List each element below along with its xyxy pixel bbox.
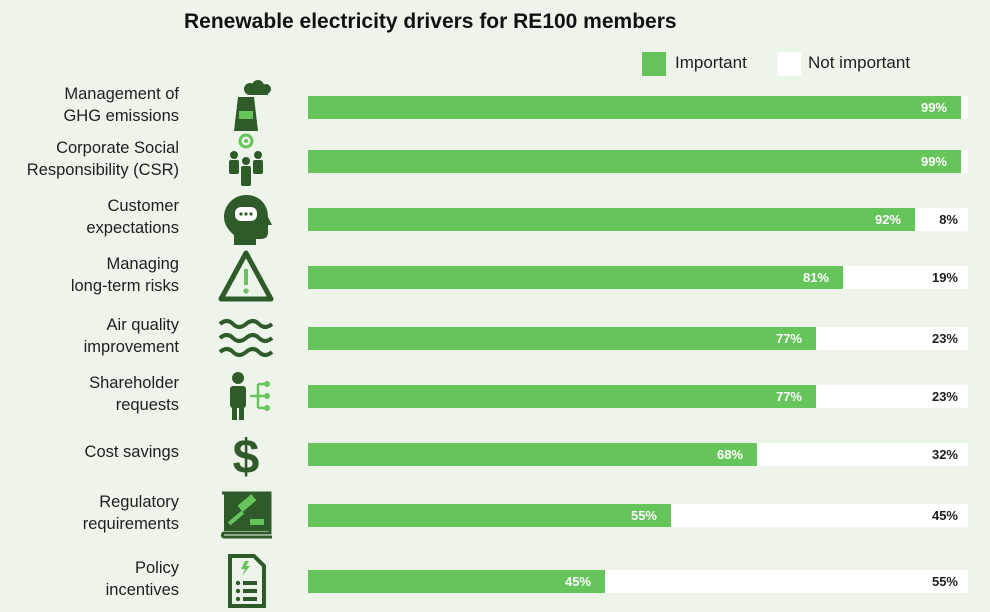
bar-important: [308, 570, 605, 593]
category-label: Managing long-term risks: [71, 253, 179, 297]
value-label-important: 77%: [775, 389, 802, 404]
category-label: Cost savings: [85, 441, 179, 463]
bar-not-important: 68% 32%: [308, 443, 968, 466]
value-label-not-important: 55%: [931, 574, 958, 589]
category-label-line: expectations: [86, 219, 179, 237]
category-label-line: Responsibility (CSR): [26, 161, 179, 179]
value-label-important: 92%: [874, 212, 901, 227]
value-label-not-important: 45%: [931, 508, 958, 523]
value-label-important: 99%: [920, 100, 947, 115]
category-label-line: improvement: [83, 338, 179, 356]
bar-important: [308, 504, 671, 527]
category-label-line: incentives: [105, 581, 179, 599]
value-label-not-important: 32%: [931, 447, 958, 462]
category-label-line: Managing: [106, 255, 179, 273]
value-label-not-important: 19%: [931, 270, 958, 285]
value-label-important: 45%: [564, 574, 591, 589]
bar-important: [308, 327, 816, 350]
factory-emissions-icon: [216, 79, 276, 135]
warning-triangle-icon: [216, 249, 276, 305]
category-label: Corporate Social Responsibility (CSR): [27, 137, 179, 181]
value-label-not-important: 8%: [939, 212, 958, 227]
category-label-line: Cost savings: [84, 443, 179, 461]
value-label-not-important: 23%: [931, 331, 958, 346]
category-label-line: Air quality: [106, 316, 179, 334]
category-label-line: requests: [115, 396, 179, 414]
bar-important: [308, 385, 816, 408]
bar-not-important: 99%: [308, 150, 968, 173]
category-label: Policy incentives: [106, 557, 179, 601]
legend-label-important: Important: [675, 53, 747, 72]
value-label-not-important: 23%: [931, 389, 958, 404]
bar-not-important: 45% 55%: [308, 570, 968, 593]
chart-title: Renewable electricity drivers for RE100 …: [184, 10, 677, 33]
dollar-sign-icon: $: [216, 426, 276, 482]
category-label-line: Shareholder: [89, 374, 179, 392]
policy-document-icon: [216, 553, 276, 609]
value-label-important: 81%: [802, 270, 829, 285]
category-label: Regulatory requirements: [83, 491, 179, 535]
legend-swatch-not-important: [777, 52, 801, 76]
svg-text:$: $: [233, 431, 260, 482]
category-label: Air quality improvement: [84, 314, 179, 358]
legend-label-not-important: Not important: [808, 53, 911, 72]
category-label-line: Policy: [134, 559, 179, 577]
chart-legend: Important Not important: [0, 50, 990, 78]
category-label-line: Customer: [107, 197, 179, 215]
head-speech-icon: [216, 191, 276, 247]
gavel-book-icon: [216, 487, 276, 543]
bar-not-important: 81% 19%: [308, 266, 968, 289]
value-label-important: 68%: [716, 447, 743, 462]
category-label-line: GHG emissions: [63, 107, 179, 125]
bar-important: [308, 96, 961, 119]
bar-important: [308, 443, 757, 466]
category-label: Customer expectations: [86, 195, 179, 239]
category-label-line: Management of: [64, 85, 179, 103]
bar-not-important: 77% 23%: [308, 327, 968, 350]
category-label: Shareholder requests: [89, 372, 179, 416]
category-label: Management of GHG emissions: [63, 83, 179, 127]
value-label-important: 77%: [775, 331, 802, 346]
bar-not-important: 55% 45%: [308, 504, 968, 527]
category-label-line: long-term risks: [70, 277, 179, 295]
category-label-line: Corporate Social: [56, 139, 179, 157]
bar-not-important: 92% 8%: [308, 208, 968, 231]
bar-important: [308, 150, 961, 173]
person-network-icon: [216, 368, 276, 424]
legend-swatch-important: [642, 52, 666, 76]
value-label-important: 55%: [630, 508, 657, 523]
category-label-line: Regulatory: [99, 493, 179, 511]
bar-important: [308, 266, 843, 289]
people-gear-icon: [216, 133, 276, 189]
value-label-important: 99%: [920, 154, 947, 169]
air-waves-icon: [216, 310, 276, 366]
bar-not-important: 77% 23%: [308, 385, 968, 408]
bar-important: [308, 208, 915, 231]
category-label-line: requirements: [82, 515, 179, 533]
bar-not-important: 99%: [308, 96, 968, 119]
